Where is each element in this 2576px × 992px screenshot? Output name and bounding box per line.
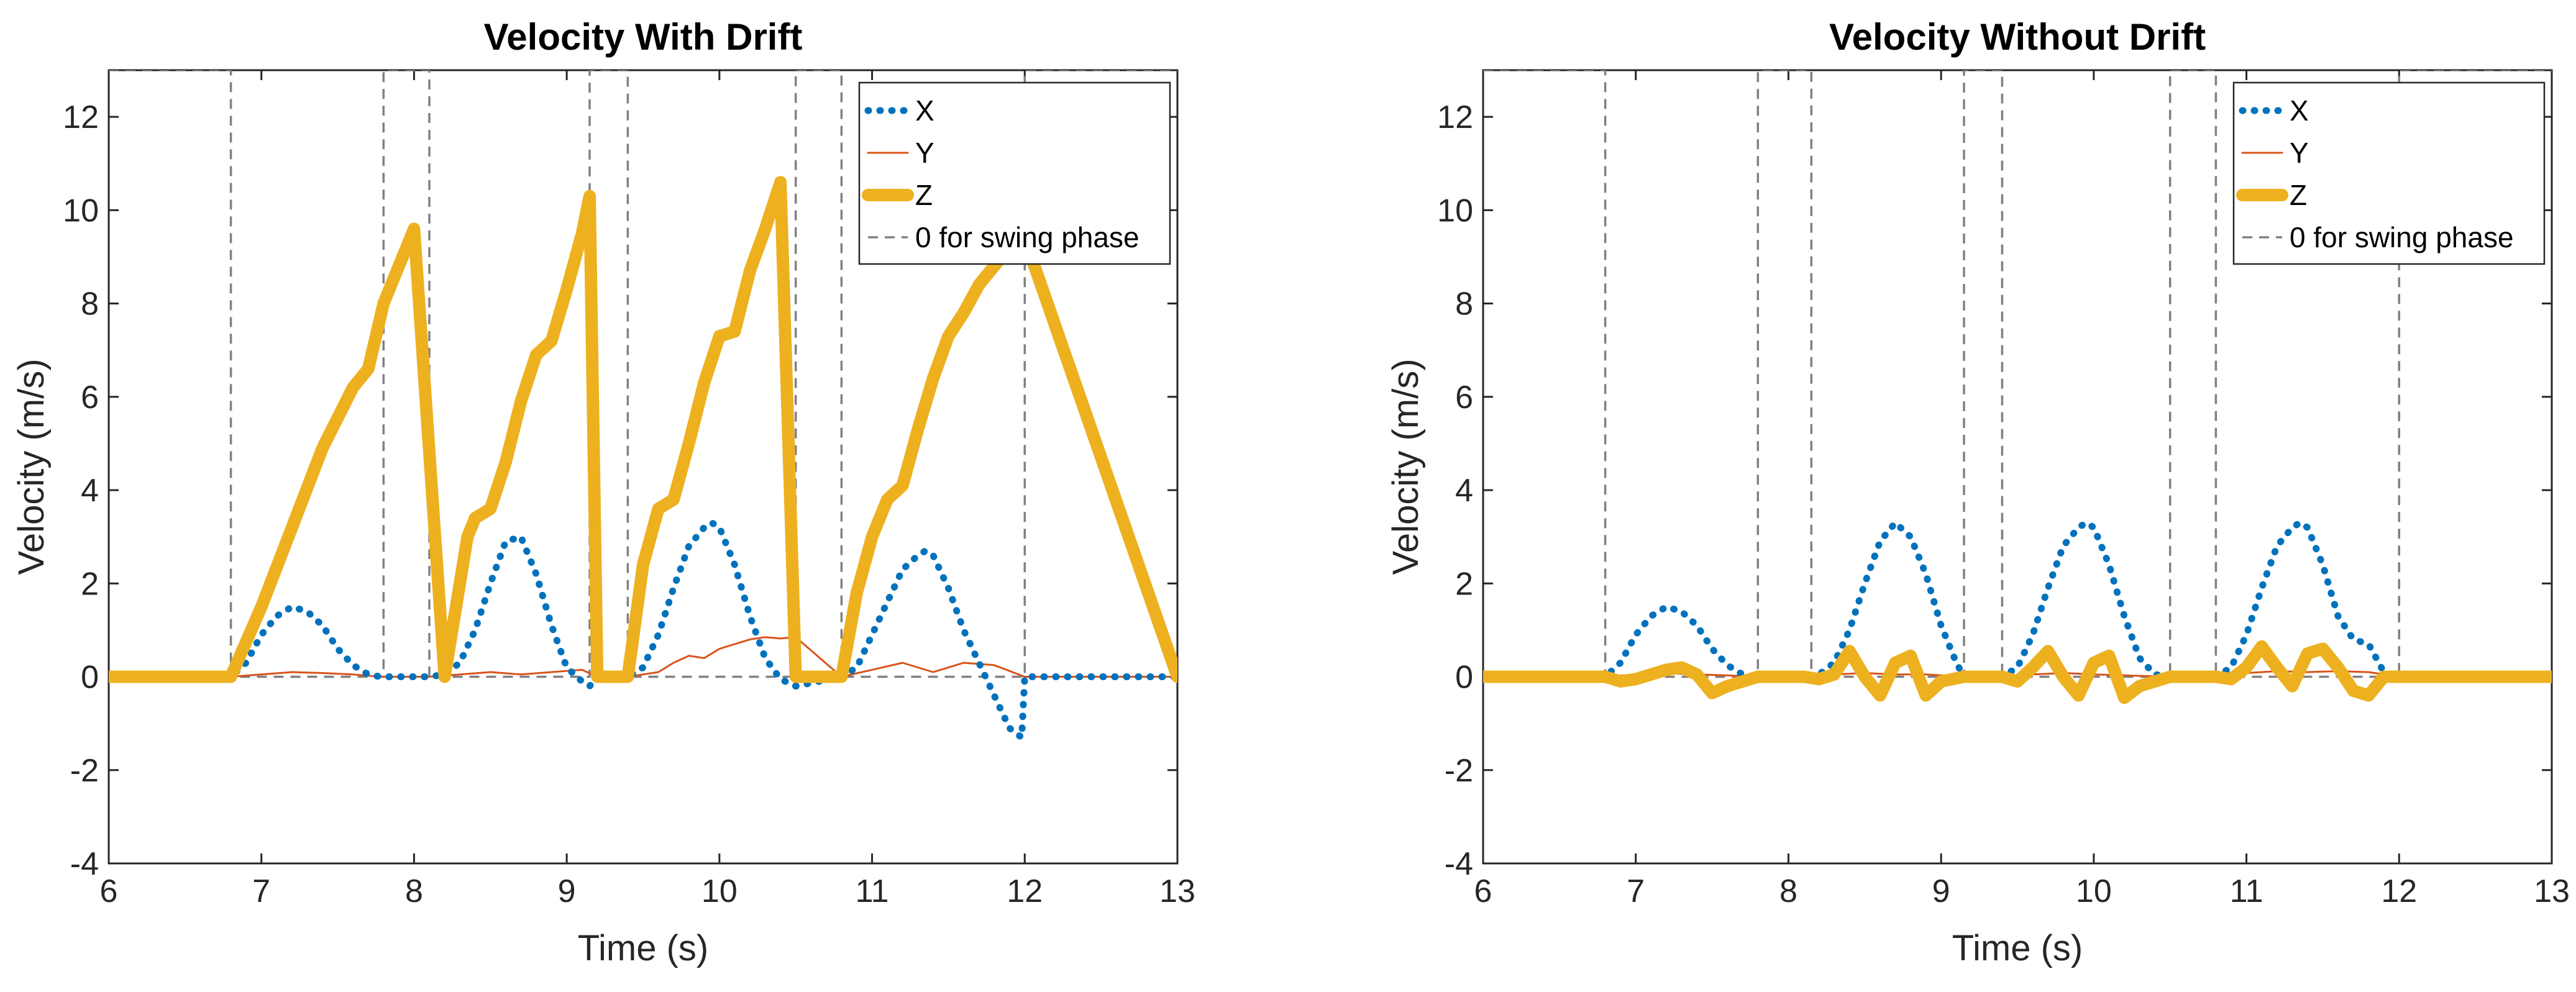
series-y-line — [109, 636, 1177, 678]
x-tick-label: 7 — [1627, 873, 1645, 909]
series-z-line — [109, 176, 1177, 683]
y-tick-label: 6 — [1455, 380, 1473, 416]
x-tick-label: 11 — [2230, 873, 2263, 909]
x-tick-label: 6 — [1474, 873, 1492, 909]
x-tick-label: 12 — [1007, 873, 1043, 909]
legend-label: X — [2290, 94, 2309, 127]
swing-phase-line — [1483, 70, 2552, 678]
x-tick-label: 9 — [558, 873, 576, 909]
x-tick-label: 8 — [1779, 873, 1797, 909]
y-tick-label: 0 — [1455, 660, 1473, 696]
x-axis-label: Time (s) — [578, 928, 708, 968]
y-axis-label: Velocity (m/s) — [11, 358, 52, 575]
y-axis-label: Velocity (m/s) — [1386, 358, 1426, 575]
series-x-line — [109, 519, 1177, 741]
y-tick-label: 10 — [1437, 193, 1473, 229]
series-z-line — [1483, 640, 2552, 704]
chart-title: Velocity With Drift — [484, 16, 803, 58]
x-tick-label: 10 — [701, 873, 738, 909]
x-tick-label: 7 — [252, 873, 270, 909]
y-tick-label: -4 — [1445, 846, 1473, 882]
y-tick-label: -4 — [70, 846, 99, 882]
legend: XYZ 0 for swing phase — [2232, 81, 2546, 265]
x-tick-label: 11 — [856, 873, 889, 909]
legend-label: Y — [2290, 137, 2309, 169]
legend-label: Z — [2290, 179, 2307, 211]
y-tick-label: 8 — [1455, 286, 1473, 322]
chart-velocity-with-drift: Velocity With Drift Time (s) Velocity (m/s… — [11, 16, 1195, 968]
legend: XYZ 0 for swing phase — [858, 81, 1171, 265]
x-tick-label: 12 — [2381, 873, 2417, 909]
plot-lines — [1483, 70, 2552, 704]
swing-phase-line — [109, 70, 1177, 678]
x-tick-label: 8 — [405, 873, 423, 909]
y-tick-label: 6 — [81, 380, 99, 416]
legend-box — [2232, 81, 2546, 265]
y-tick-label: 8 — [81, 286, 99, 322]
y-tick-label: 10 — [63, 193, 99, 229]
legend-label: 0 for swing phase — [2290, 221, 2514, 253]
legend-box — [858, 81, 1171, 265]
y-tick-label: 2 — [1455, 566, 1473, 602]
y-tick-label: 2 — [81, 566, 99, 602]
y-tick-label: -2 — [1445, 753, 1473, 789]
x-tick-label: 13 — [2534, 873, 2570, 909]
legend-label: Y — [915, 137, 934, 169]
y-tick-label: 0 — [81, 660, 99, 696]
x-tick-label: 6 — [100, 873, 118, 909]
x-axis-label: Time (s) — [1952, 928, 2083, 968]
x-tick-label: 13 — [1159, 873, 1195, 909]
legend-label: X — [915, 94, 934, 127]
plot-lines — [109, 70, 1177, 741]
plot-area-box — [1482, 69, 2553, 865]
legend-label: Z — [915, 179, 933, 211]
plot-area-box — [107, 69, 1179, 865]
y-tick-label: 4 — [1455, 473, 1473, 509]
x-tick-label: 9 — [1932, 873, 1950, 909]
y-tick-label: -2 — [70, 753, 99, 789]
series-x-line — [1483, 519, 2552, 680]
chart-title: Velocity Without Drift — [1829, 16, 2206, 58]
y-tick-label: 12 — [63, 99, 99, 135]
legend-label: 0 for swing phase — [915, 221, 1140, 253]
y-tick-label: 4 — [81, 473, 99, 509]
y-tick-label: 12 — [1437, 99, 1473, 135]
chart-velocity-without-drift: Velocity Without Drift Time (s) Velocity (… — [1386, 16, 2570, 968]
x-tick-label: 10 — [2076, 873, 2112, 909]
